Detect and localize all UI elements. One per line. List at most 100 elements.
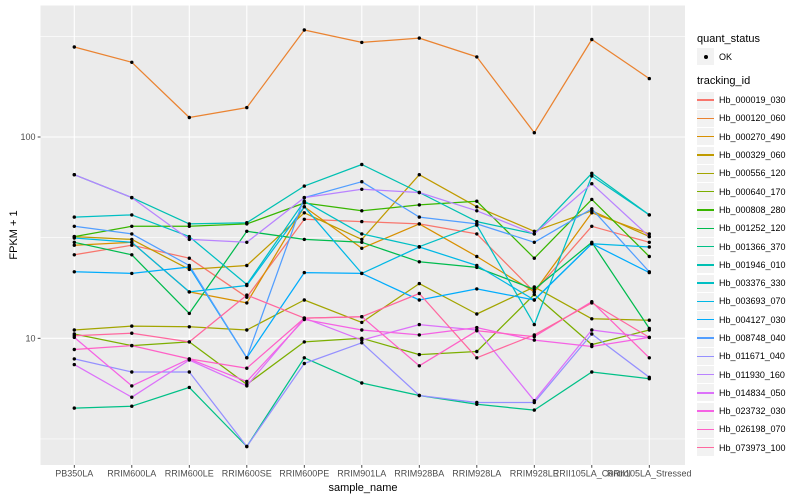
data-point-Hb_003376_330	[360, 232, 364, 236]
data-point-Hb_000556_120	[532, 285, 536, 289]
data-point-Hb_001252_120	[302, 237, 306, 242]
data-point-Hb_000120_060	[130, 60, 134, 64]
data-point-Hb_000556_120	[72, 328, 77, 332]
legend-key-box	[697, 128, 714, 146]
legend-entry-label: Hb_000808_280	[719, 204, 786, 215]
legend-entry-Hb_000019_030: Hb_000019_030	[697, 91, 786, 109]
legend-entry-label: Hb_026198_070	[719, 424, 786, 435]
legend-entry-label: Hb_011671_040	[719, 351, 785, 362]
data-point-Hb_003693_070	[475, 263, 479, 268]
legend-entry-Hb_073973_100: Hb_073973_100	[697, 439, 786, 457]
legend-swatch-line-icon	[697, 447, 714, 449]
legend-swatch-line-icon	[697, 136, 714, 138]
data-point-Hb_000270_490	[72, 243, 77, 247]
legend-entry-Hb_001946_010: Hb_001946_010	[697, 256, 786, 274]
legend-swatch-line-icon	[697, 172, 714, 175]
legend-entry-Hb_001366_370: Hb_001366_370	[697, 237, 786, 256]
data-point-Hb_000808_280	[475, 199, 479, 203]
legend-key-box	[697, 384, 714, 402]
legend-key-box	[697, 420, 714, 438]
data-point-Hb_004127_030	[532, 298, 536, 302]
data-point-Hb_000120_060	[532, 131, 536, 135]
x-tick-label: RRII105LA_Stressed	[607, 469, 692, 479]
legend-entry-Hb_001252_120: Hb_001252_120	[697, 219, 786, 237]
legend-swatch-line-icon	[697, 319, 714, 321]
legend-swatch-line-icon	[697, 264, 714, 266]
legend-swatch-line-icon	[697, 190, 714, 193]
data-point-Hb_003693_070	[417, 245, 421, 249]
data-point-Hb_014834_050	[360, 338, 364, 342]
data-point-Hb_001252_120	[130, 253, 134, 257]
data-point-Hb_003376_330	[72, 215, 77, 219]
legend-entry-label: Hb_000270_490	[719, 131, 786, 142]
x-axis-title: sample_name	[328, 482, 398, 494]
data-point-Hb_026198_070	[130, 343, 134, 348]
ok-point-icon	[703, 54, 708, 59]
data-point-Hb_011671_040	[302, 361, 306, 366]
legend-key-box	[697, 402, 714, 420]
data-point-Hb_008748_040	[532, 240, 536, 244]
data-point-Hb_003693_070	[187, 290, 191, 294]
legend-entry-Hb_000120_060: Hb_000120_060	[697, 109, 786, 127]
data-point-Hb_004127_030	[360, 271, 364, 276]
data-point-Hb_000556_120	[475, 312, 479, 316]
data-point-Hb_073973_100	[417, 291, 421, 296]
data-point-Hb_000808_280	[647, 254, 651, 259]
data-point-Hb_000329_060	[475, 205, 479, 209]
data-point-Hb_000556_120	[590, 317, 594, 321]
data-point-Hb_011930_160	[647, 234, 651, 239]
data-point-Hb_000019_030	[130, 243, 134, 247]
data-point-Hb_011930_160	[417, 190, 421, 195]
data-point-Hb_001366_370	[532, 408, 536, 412]
data-point-Hb_000808_280	[417, 203, 421, 207]
data-point-Hb_004127_030	[72, 270, 77, 274]
data-point-Hb_001946_010	[245, 221, 249, 225]
legend-title-quant-status: quant_status	[697, 33, 760, 45]
legend-entry-label: Hb_011930_160	[719, 369, 785, 380]
data-point-Hb_004127_030	[130, 271, 134, 276]
legend-entry-Hb_008748_040: Hb_008748_040	[697, 329, 786, 347]
data-point-Hb_000808_280	[130, 224, 134, 228]
data-point-Hb_011930_160	[72, 173, 77, 177]
data-point-Hb_001252_120	[72, 240, 77, 244]
data-point-Hb_001366_370	[302, 356, 306, 360]
data-point-Hb_004127_030	[302, 270, 306, 275]
legend-item-ok: OK	[697, 48, 732, 65]
data-point-Hb_000019_030	[72, 253, 77, 257]
legend-key-box	[697, 439, 714, 457]
data-point-Hb_001366_370	[187, 385, 191, 390]
data-point-Hb_000640_170	[302, 340, 306, 344]
data-point-Hb_023732_030	[130, 384, 134, 388]
legend-key-box	[697, 146, 714, 164]
data-point-Hb_000640_170	[532, 292, 536, 297]
data-point-Hb_014834_050	[532, 399, 536, 403]
data-point-Hb_023732_030	[475, 325, 479, 330]
x-tick-label: RRIM928LE	[510, 469, 559, 479]
data-point-Hb_000120_060	[245, 105, 249, 110]
data-point-Hb_000329_060	[302, 211, 306, 215]
data-point-Hb_011930_160	[302, 195, 306, 200]
data-point-Hb_001946_010	[360, 162, 364, 167]
data-point-Hb_000556_120	[647, 318, 651, 322]
data-point-Hb_073973_100	[130, 331, 134, 335]
legend-swatch-line-icon	[697, 245, 714, 248]
legend-key-box	[697, 238, 714, 256]
data-point-Hb_023732_030	[245, 379, 249, 384]
data-point-Hb_000120_060	[72, 45, 77, 49]
data-point-Hb_073973_100	[532, 333, 536, 337]
data-point-Hb_001946_010	[187, 222, 191, 226]
data-point-Hb_023732_030	[532, 338, 536, 342]
data-point-Hb_000640_170	[475, 349, 479, 354]
data-point-Hb_011671_040	[130, 370, 134, 374]
data-point-Hb_000556_120	[360, 320, 364, 325]
legend-entry-label: Hb_023732_030	[719, 406, 786, 417]
x-tick-label: PB350LA	[55, 469, 93, 479]
data-point-Hb_000808_280	[187, 224, 191, 228]
legend-entry-Hb_003376_330: Hb_003376_330	[697, 274, 786, 292]
data-point-Hb_000640_170	[417, 352, 421, 357]
legend-entry-Hb_000556_120: Hb_000556_120	[697, 164, 786, 182]
legend-entry-label: Hb_073973_100	[719, 442, 786, 453]
data-point-Hb_003693_070	[245, 283, 249, 288]
